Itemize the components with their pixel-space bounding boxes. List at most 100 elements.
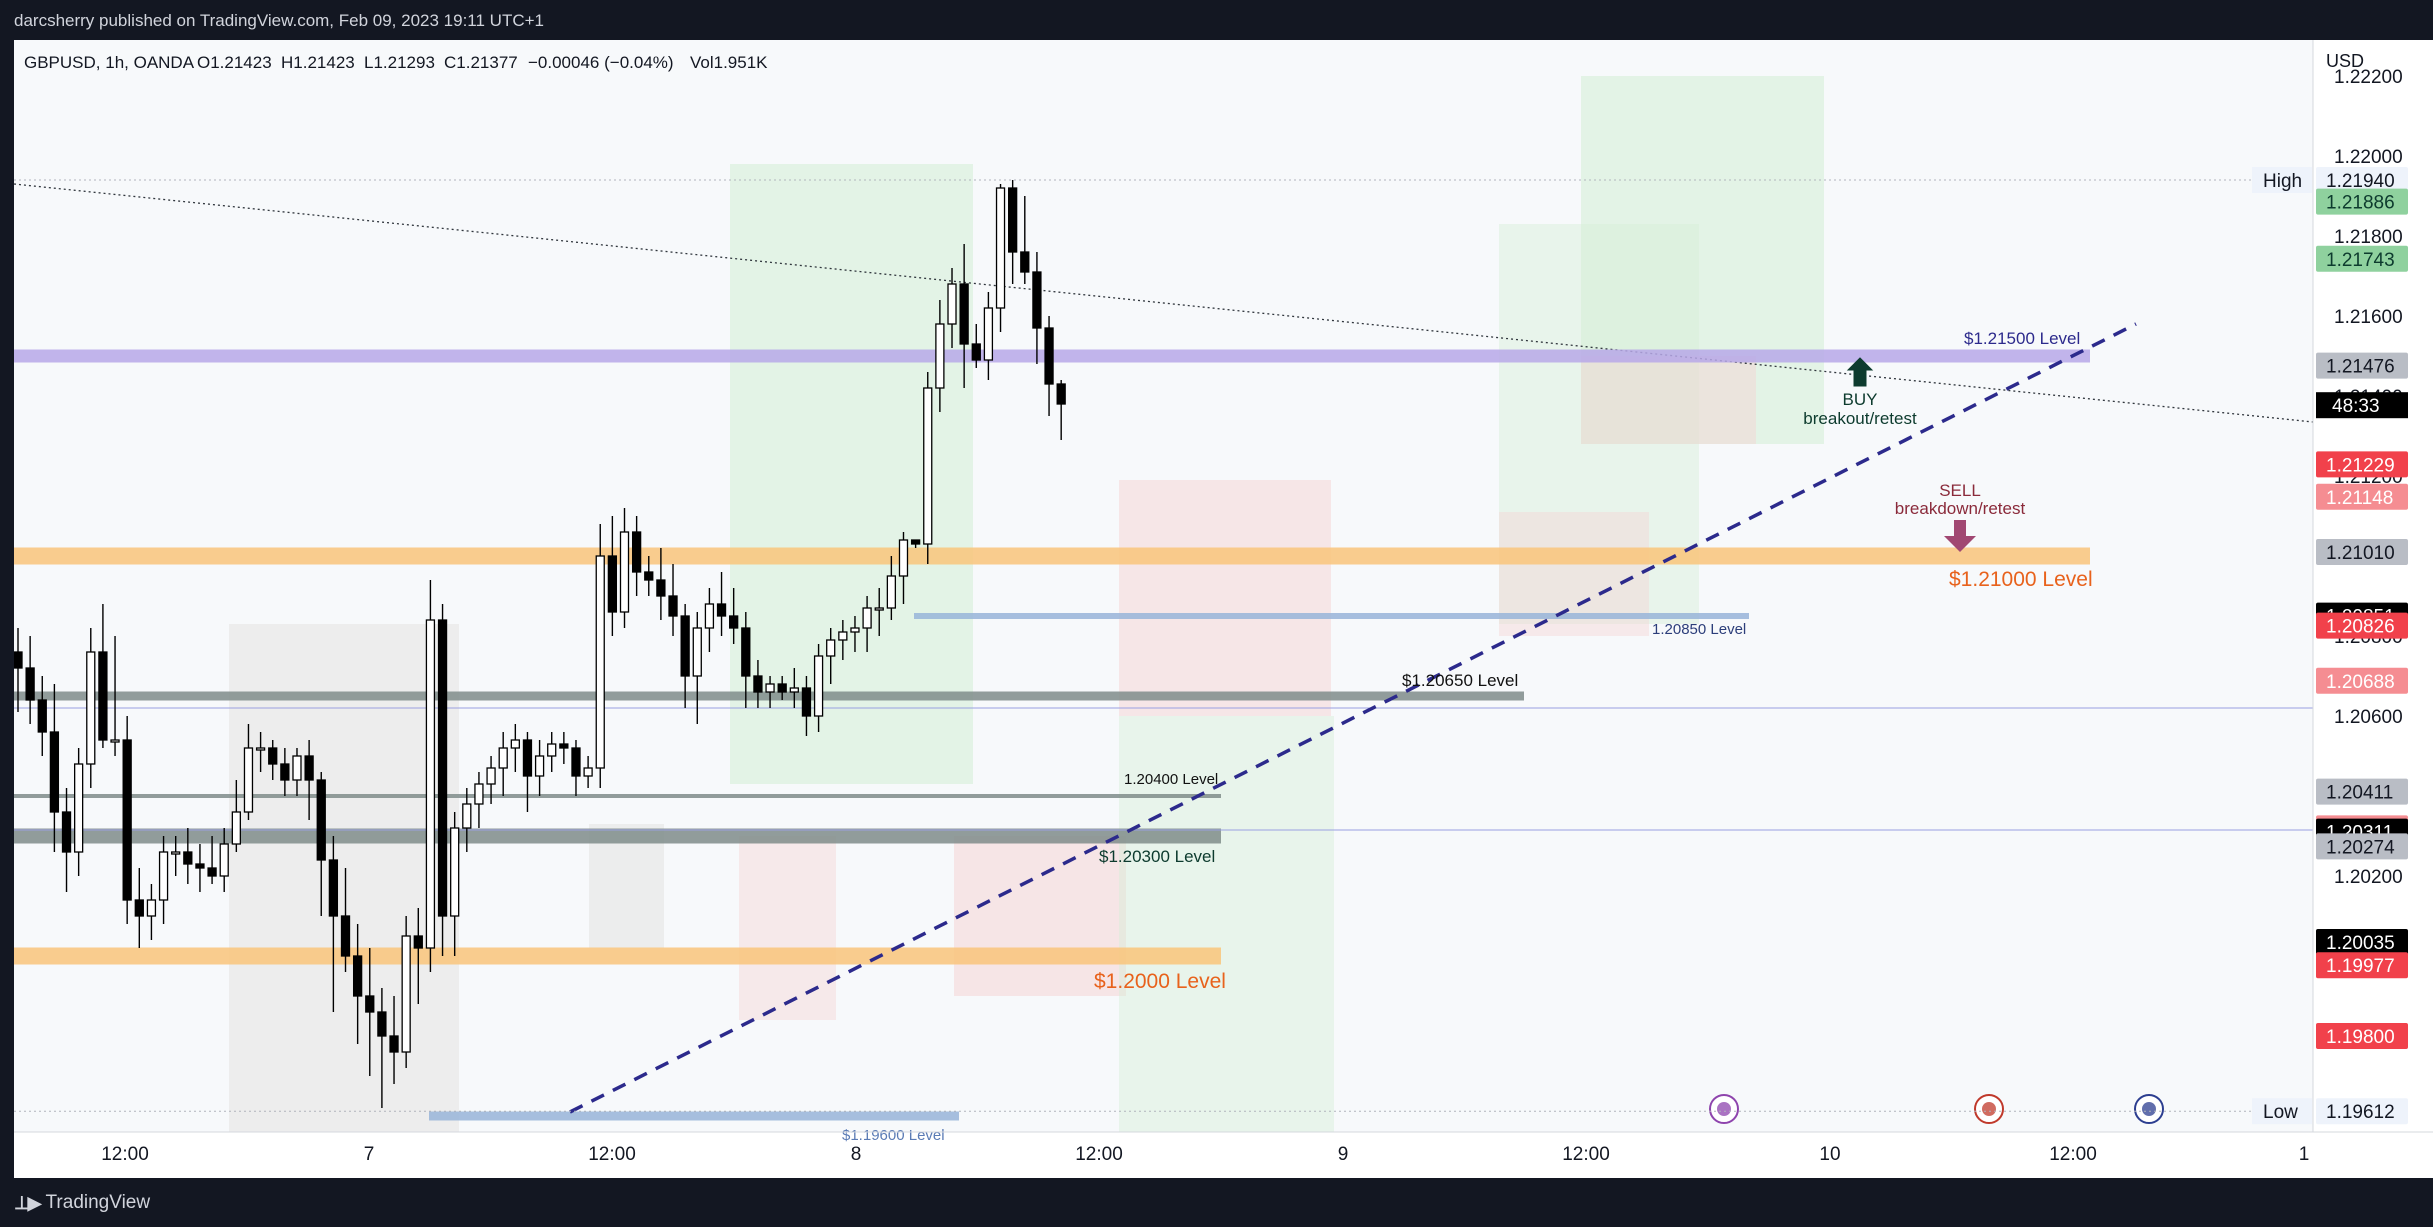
candle-body[interactable] bbox=[122, 739, 132, 901]
candle-body[interactable] bbox=[522, 739, 533, 777]
candle-body[interactable] bbox=[231, 811, 241, 845]
candle-body[interactable] bbox=[644, 571, 654, 581]
candle-body[interactable] bbox=[923, 387, 933, 545]
candle-body[interactable] bbox=[619, 531, 630, 613]
candle-body[interactable] bbox=[692, 627, 702, 677]
candle-body[interactable] bbox=[425, 619, 436, 949]
candle-body[interactable] bbox=[534, 755, 545, 777]
candle-body[interactable] bbox=[292, 755, 302, 781]
candle-body[interactable] bbox=[935, 323, 945, 389]
candle-body[interactable] bbox=[995, 187, 1006, 309]
candle-body[interactable] bbox=[316, 779, 326, 861]
candle-body[interactable] bbox=[862, 607, 872, 629]
candle-body[interactable] bbox=[171, 851, 181, 855]
candle-body[interactable] bbox=[437, 619, 448, 917]
candle-body[interactable] bbox=[450, 827, 460, 917]
candle-body[interactable] bbox=[753, 675, 763, 693]
candle-body[interactable] bbox=[280, 763, 290, 781]
candle-body[interactable] bbox=[61, 811, 72, 853]
candle-body[interactable] bbox=[1044, 327, 1054, 385]
candle-body[interactable] bbox=[971, 343, 981, 361]
candle-body[interactable] bbox=[789, 687, 799, 693]
level-band-7[interactable] bbox=[429, 1111, 959, 1121]
candle-body[interactable] bbox=[668, 595, 678, 617]
candle-body[interactable] bbox=[947, 283, 957, 325]
candle-body[interactable] bbox=[304, 755, 314, 781]
candle-body[interactable] bbox=[328, 859, 339, 917]
candle-body[interactable] bbox=[25, 667, 35, 701]
candle-body[interactable] bbox=[183, 851, 193, 865]
chart-frame[interactable]: $1.21500 Level $1.21000 Level 1.20850 Leve… bbox=[13, 40, 2433, 1178]
candle-body[interactable] bbox=[1020, 251, 1030, 273]
candle-body[interactable] bbox=[219, 843, 229, 877]
candle-body[interactable] bbox=[886, 575, 897, 609]
candle-body[interactable] bbox=[838, 631, 848, 641]
price-badge-text-9: 1.20688 bbox=[2326, 672, 2395, 693]
level-band-3[interactable] bbox=[14, 691, 1524, 701]
candle-body[interactable] bbox=[158, 851, 169, 901]
candle-body[interactable] bbox=[850, 627, 860, 633]
candle-body[interactable] bbox=[874, 607, 884, 611]
candle-body[interactable] bbox=[729, 615, 739, 629]
candle-body[interactable] bbox=[352, 955, 363, 997]
candle-body[interactable] bbox=[49, 731, 60, 813]
candle-body[interactable] bbox=[571, 747, 581, 777]
candle-body[interactable] bbox=[146, 899, 157, 917]
candle-body[interactable] bbox=[486, 767, 496, 785]
candle-body[interactable] bbox=[268, 747, 278, 765]
candle-body[interactable] bbox=[1032, 271, 1042, 329]
candle-body[interactable] bbox=[826, 639, 836, 657]
level-band-1[interactable] bbox=[14, 547, 2090, 565]
candle-body[interactable] bbox=[704, 603, 715, 629]
level-band-2[interactable] bbox=[914, 613, 1749, 619]
candle-body[interactable] bbox=[365, 995, 375, 1013]
level-band-5[interactable] bbox=[14, 828, 1221, 844]
candle-body[interactable] bbox=[656, 579, 666, 597]
candle-body[interactable] bbox=[595, 555, 605, 769]
candle-body[interactable] bbox=[110, 739, 120, 743]
candle-body[interactable] bbox=[547, 743, 557, 757]
candle-body[interactable] bbox=[195, 863, 205, 869]
candle-body[interactable] bbox=[510, 739, 520, 749]
candle-body[interactable] bbox=[255, 747, 266, 751]
candle-body[interactable] bbox=[13, 651, 23, 669]
candle-body[interactable] bbox=[389, 1035, 399, 1053]
candle-body[interactable] bbox=[134, 899, 144, 917]
candle-body[interactable] bbox=[910, 539, 921, 545]
candle-body[interactable] bbox=[559, 743, 569, 749]
candle-body[interactable] bbox=[607, 555, 618, 613]
candle-body[interactable] bbox=[462, 803, 472, 829]
candle-body[interactable] bbox=[801, 687, 812, 717]
candle-body[interactable] bbox=[631, 531, 642, 573]
candle-body[interactable] bbox=[959, 283, 969, 345]
candle-body[interactable] bbox=[86, 651, 96, 765]
candle-body[interactable] bbox=[74, 763, 84, 853]
level-band-4[interactable] bbox=[14, 794, 1221, 798]
candle-body[interactable] bbox=[1056, 383, 1066, 405]
candle-body[interactable] bbox=[898, 539, 909, 577]
candlestick-chart[interactable]: $1.21500 Level $1.21000 Level 1.20850 Leve… bbox=[13, 40, 2433, 1178]
candle-body[interactable] bbox=[716, 603, 727, 617]
candle-body[interactable] bbox=[498, 747, 508, 769]
candle-body[interactable] bbox=[474, 783, 484, 805]
candle-body[interactable] bbox=[98, 651, 108, 741]
candle-body[interactable] bbox=[207, 867, 217, 877]
candle-body[interactable] bbox=[340, 915, 351, 957]
candle-body[interactable] bbox=[1008, 187, 1018, 253]
candle-body[interactable] bbox=[583, 767, 593, 777]
tradingview-logo[interactable]: ⊥▶ TradingView bbox=[14, 1192, 150, 1214]
level-band-6[interactable] bbox=[14, 947, 1221, 965]
candle-body[interactable] bbox=[401, 935, 411, 1053]
candle-body[interactable] bbox=[680, 615, 690, 677]
candle-body[interactable] bbox=[983, 307, 994, 361]
candle-body[interactable] bbox=[777, 683, 787, 693]
candle-body[interactable] bbox=[37, 699, 47, 733]
candle-body[interactable] bbox=[813, 655, 824, 717]
candle-body[interactable] bbox=[765, 683, 775, 693]
candle-body[interactable] bbox=[741, 627, 751, 677]
candle-body[interactable] bbox=[243, 747, 254, 813]
dotted-resistance-line[interactable] bbox=[13, 183, 2314, 423]
candle-body[interactable] bbox=[413, 935, 423, 949]
candle-body[interactable] bbox=[377, 1011, 387, 1037]
dashed-trendline[interactable] bbox=[569, 322, 2137, 1114]
